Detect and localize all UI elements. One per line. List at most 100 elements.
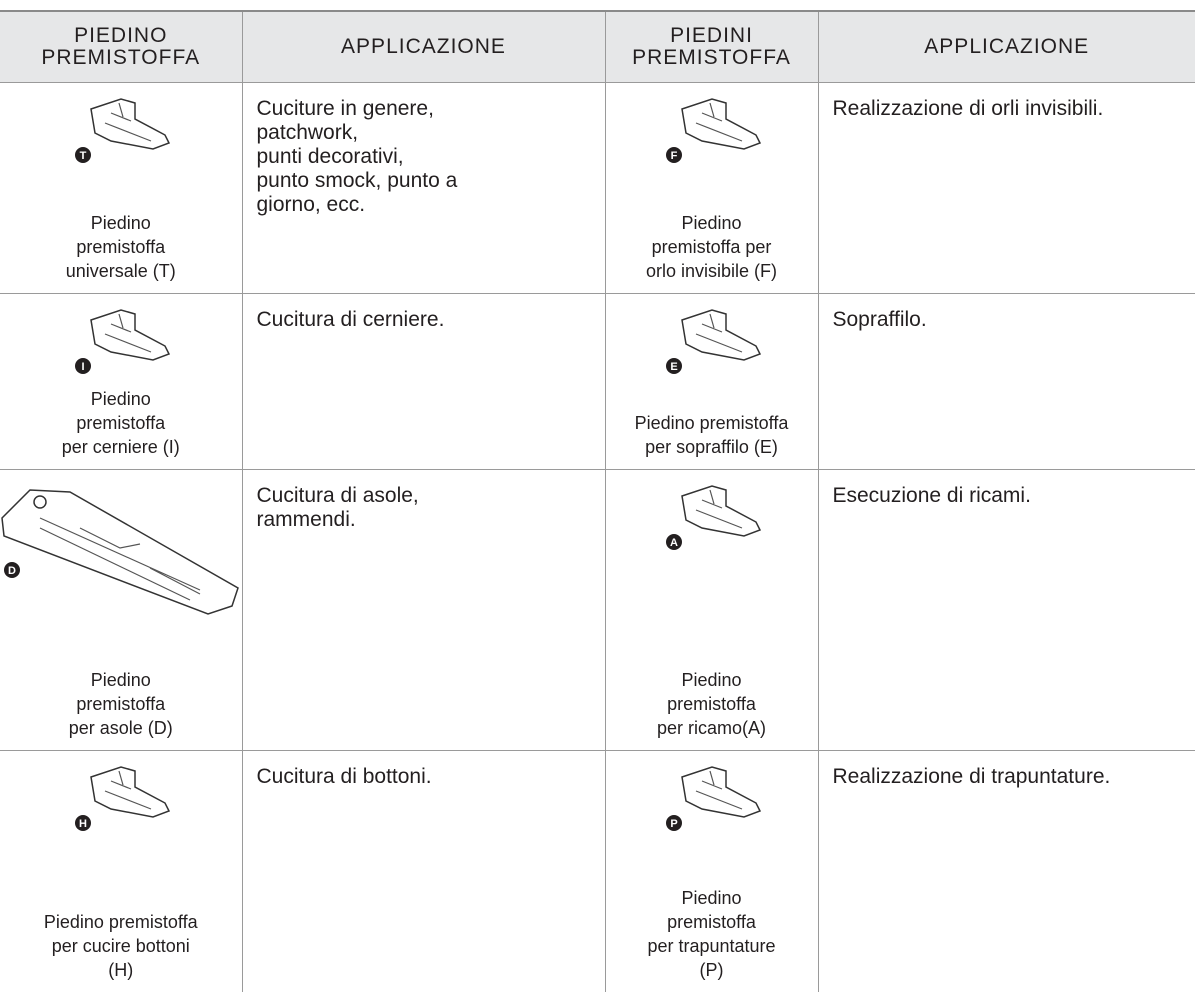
foot-illustration: T [61, 91, 181, 171]
application-line: Cucitura di bottoni. [257, 765, 593, 789]
application-line: Cuciture in genere, [257, 97, 593, 121]
foot-label-line: per trapuntature [647, 934, 775, 958]
badge-letter: F [670, 150, 677, 162]
foot-outline [91, 767, 169, 817]
badge-letter: P [670, 818, 677, 830]
foot-label-line: Piedino [62, 387, 180, 411]
application-line: Cucitura di asole, [257, 484, 593, 508]
foot-label-line: orlo invisibile (F) [646, 259, 777, 283]
header-text: APPLICAZIONE [820, 36, 1195, 58]
application-cell: Cucitura di asole,rammendi. [242, 470, 605, 751]
header-text: PREMISTOFFA [1, 47, 241, 69]
badge-letter: D [8, 565, 16, 577]
foot-label-line: universale (T) [66, 259, 176, 283]
foot-illustration: I [61, 302, 181, 382]
foot-outline [2, 490, 238, 614]
foot-label-line: premistoffa [69, 692, 173, 716]
foot-label-line: per cerniere (I) [62, 435, 180, 459]
foot-label-line: (P) [647, 958, 775, 982]
foot-label-line: premistoffa [62, 411, 180, 435]
application-cell: Esecuzione di ricami. [818, 470, 1195, 751]
foot-label-line: premistoffa [66, 235, 176, 259]
badge-letter: E [670, 361, 677, 373]
foot-illustration: D [0, 478, 240, 628]
foot-label-line: premistoffa per [646, 235, 777, 259]
header-text: PIEDINO [1, 25, 241, 47]
foot-label-line: premistoffa [647, 910, 775, 934]
application-cell: Realizzazione di orli invisibili. [818, 83, 1195, 294]
application-cell: Sopraffilo. [818, 294, 1195, 470]
application-cell: Realizzazione di trapuntature. [818, 751, 1195, 992]
foot-label-line: Piedino [657, 668, 766, 692]
foot-label-line: (H) [44, 958, 198, 982]
application-line: Cucitura di cerniere. [257, 308, 593, 332]
foot-label-line: Piedino [646, 211, 777, 235]
application-line: punti decorativi, [257, 145, 593, 169]
foot-illustration: A [652, 478, 772, 558]
application-line: rammendi. [257, 508, 593, 532]
foot-outline [91, 310, 169, 360]
application-line: punto smock, punto a [257, 169, 593, 193]
header-text: PREMISTOFFA [607, 47, 817, 69]
foot-illustration: F [652, 91, 772, 171]
foot-outline [91, 99, 169, 149]
foot-illustration: H [61, 759, 181, 839]
foot-label-line: Piedino [647, 886, 775, 910]
foot-label-line: per ricamo(A) [657, 716, 766, 740]
header-text: APPLICAZIONE [244, 36, 604, 58]
header-cell: APPLICAZIONE [818, 11, 1195, 83]
foot-label-line: Piedino premistoffa [44, 910, 198, 934]
foot-outline [682, 310, 760, 360]
application-line: Realizzazione di trapuntature. [833, 765, 1184, 789]
foot-outline [682, 99, 760, 149]
application-line: Sopraffilo. [833, 308, 1184, 332]
badge-letter: T [79, 150, 86, 162]
badge-letter: A [670, 537, 678, 549]
foot-label-line: per cucire bottoni [44, 934, 198, 958]
badge-letter: H [79, 818, 87, 830]
application-line: giorno, ecc. [257, 193, 593, 217]
foot-outline [682, 767, 760, 817]
foot-label-line: per asole (D) [69, 716, 173, 740]
application-line: Esecuzione di ricami. [833, 484, 1184, 508]
foot-label-line: premistoffa [657, 692, 766, 716]
application-cell: Cucitura di cerniere. [242, 294, 605, 470]
foot-label-line: Piedino [69, 668, 173, 692]
application-line: Realizzazione di orli invisibili. [833, 97, 1184, 121]
foot-illustration: E [652, 302, 772, 382]
header-text: PIEDINI [607, 25, 817, 47]
foot-label-line: Piedino premistoffa [635, 411, 789, 435]
foot-label-line: per sopraffilo (E) [635, 435, 789, 459]
